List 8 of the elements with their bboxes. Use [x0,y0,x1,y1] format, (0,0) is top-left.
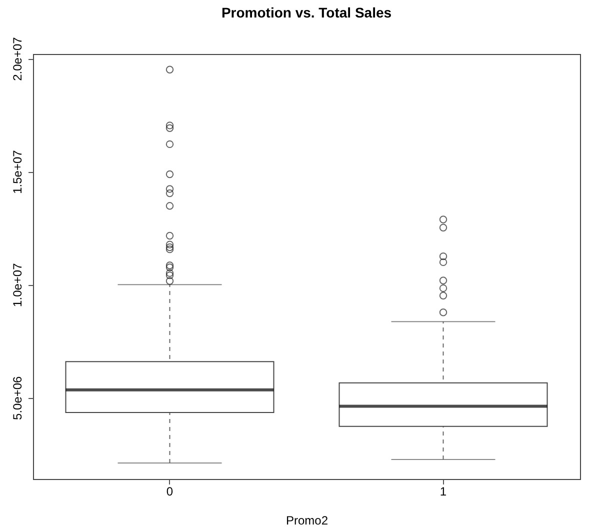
x-tick-label: 1 [440,484,447,498]
y-tick-label: 1.0e+07 [10,262,24,307]
x-axis-title: Promo2 [286,514,328,527]
y-tick-label: 2.0e+07 [10,36,24,81]
chart-title: Promotion vs. Total Sales [221,4,392,21]
y-tick-label: 1.5e+07 [10,150,24,194]
y-tick-label: 5.0e+06 [10,376,24,420]
x-tick-label: 0 [166,484,174,498]
